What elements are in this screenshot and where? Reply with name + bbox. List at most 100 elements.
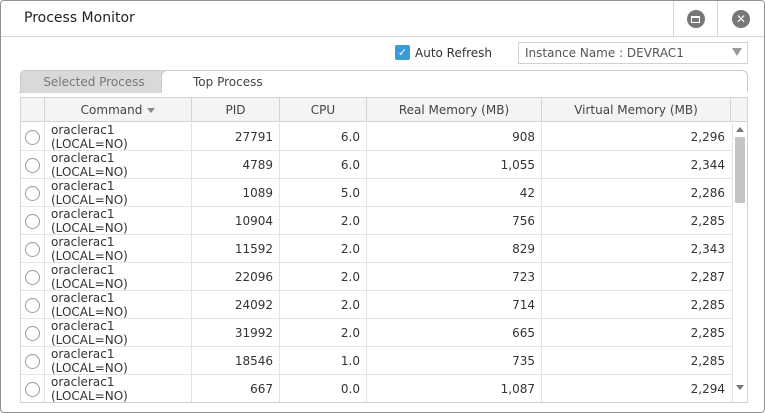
maximize-icon (686, 10, 705, 28)
auto-refresh-label: Auto Refresh (415, 45, 492, 60)
row-radio[interactable] (25, 353, 40, 369)
table-header: Command PID CPU Real Memory (MB) Virtual… (21, 98, 747, 122)
row-radio-cell (21, 291, 45, 319)
cell-virtual-memory: 2,285 (690, 326, 725, 340)
close-button[interactable]: ✕ (717, 1, 764, 37)
row-radio[interactable] (25, 213, 40, 229)
column-header-label: Virtual Memory (MB) (574, 103, 698, 117)
auto-refresh-toggle[interactable]: ✓ Auto Refresh (395, 45, 492, 60)
table-row[interactable]: oraclerac1 (LOCAL=NO) 10904 2.0 756 2,28… (21, 207, 732, 235)
cell-real-memory: 829 (367, 235, 542, 263)
tab-top-process[interactable]: Top Process (161, 70, 748, 93)
cell-command: oraclerac1 (LOCAL=NO) (45, 235, 192, 263)
cell-command: oraclerac1 (LOCAL=NO) (45, 123, 192, 151)
column-header-real-memory[interactable]: Real Memory (MB) (367, 98, 542, 122)
row-radio-cell (21, 207, 45, 235)
scroll-down-icon[interactable] (736, 385, 744, 390)
cell-pid: 10904 (192, 207, 280, 235)
cell-command: oraclerac1 (LOCAL=NO) (45, 347, 192, 375)
cell-cpu: 2.0 (280, 319, 367, 347)
column-header-label: Real Memory (MB) (398, 103, 510, 117)
table-row[interactable]: oraclerac1 (LOCAL=NO) 31992 2.0 665 2,28… (21, 319, 732, 347)
column-header-scroll-gutter (731, 98, 747, 122)
tab-selected-process[interactable]: Selected Process (20, 70, 168, 93)
cell-command: oraclerac1 (LOCAL=NO) (45, 151, 192, 179)
row-radio[interactable] (25, 325, 40, 341)
cell-real-memory: 1,087 (367, 375, 542, 402)
cell-cpu: 1.0 (280, 347, 367, 375)
row-radio[interactable] (25, 241, 40, 257)
cell-cpu: 6.0 (280, 123, 367, 151)
row-radio[interactable] (25, 157, 40, 173)
cell-pid: 27791 (192, 123, 280, 151)
cell-pid: 18546 (192, 347, 280, 375)
process-table: Command PID CPU Real Memory (MB) Virtual… (20, 97, 748, 403)
instance-name-value: Instance Name : DEVRAC1 (525, 46, 684, 60)
cell-virtual-memory: 2,294 (690, 382, 725, 396)
column-header-virtual-memory[interactable]: Virtual Memory (MB) (542, 98, 731, 122)
table-row[interactable]: oraclerac1 (LOCAL=NO) 667 0.0 1,087 2,29… (21, 375, 732, 402)
row-radio-cell (21, 319, 45, 347)
column-header-cpu[interactable]: CPU (280, 98, 367, 122)
cell-virtual-memory: 2,285 (690, 354, 725, 368)
cell-virtual-memory: 2,286 (690, 186, 725, 200)
cell-cpu: 0.0 (280, 375, 367, 402)
table-row[interactable]: oraclerac1 (LOCAL=NO) 24092 2.0 714 2,28… (21, 291, 732, 319)
cell-real-memory: 1,055 (367, 151, 542, 179)
scrollbar-thumb[interactable] (735, 137, 745, 203)
auto-refresh-checkbox[interactable]: ✓ (395, 45, 410, 60)
row-radio[interactable] (25, 269, 40, 285)
cell-real-memory: 723 (367, 263, 542, 291)
cell-virtual-memory: 2,285 (690, 298, 725, 312)
tab-label: Selected Process (43, 75, 145, 89)
cell-pid: 667 (192, 375, 280, 402)
scroll-up-icon[interactable] (736, 127, 744, 132)
tab-label: Top Process (193, 74, 263, 89)
cell-pid: 31992 (192, 319, 280, 347)
cell-real-memory: 735 (367, 347, 542, 375)
column-header-pid[interactable]: PID (192, 98, 280, 122)
row-radio[interactable] (25, 381, 40, 397)
row-radio-cell (21, 123, 45, 151)
row-radio-cell (21, 347, 45, 375)
table-row[interactable]: oraclerac1 (LOCAL=NO) 18546 1.0 735 2,28… (21, 347, 732, 375)
cell-pid: 1089 (192, 179, 280, 207)
cell-real-memory: 42 (367, 179, 542, 207)
maximize-button[interactable] (673, 1, 717, 37)
row-radio[interactable] (25, 129, 40, 145)
column-header-select (21, 98, 45, 122)
row-radio-cell (21, 263, 45, 291)
cell-real-memory: 756 (367, 207, 542, 235)
table-row[interactable]: oraclerac1 (LOCAL=NO) 4789 6.0 1,055 2,3… (21, 151, 732, 179)
window-title: Process Monitor (24, 10, 135, 26)
column-header-label: CPU (310, 103, 336, 117)
table-row[interactable]: oraclerac1 (LOCAL=NO) 1089 5.0 42 2,286 (21, 179, 732, 207)
column-header-label: PID (225, 103, 246, 117)
cell-real-memory: 714 (367, 291, 542, 319)
table-body: oraclerac1 (LOCAL=NO) 27791 6.0 908 2,29… (21, 123, 732, 402)
table-scrollbar[interactable] (732, 123, 747, 402)
instance-name-dropdown[interactable]: Instance Name : DEVRAC1 (518, 42, 748, 64)
cell-cpu: 2.0 (280, 291, 367, 319)
row-radio[interactable] (25, 185, 40, 201)
table-row[interactable]: oraclerac1 (LOCAL=NO) 11592 2.0 829 2,34… (21, 235, 732, 263)
row-radio-cell (21, 235, 45, 263)
cell-virtual-memory: 2,287 (690, 270, 725, 284)
cell-cpu: 2.0 (280, 263, 367, 291)
cell-command: oraclerac1 (LOCAL=NO) (45, 179, 192, 207)
cell-real-memory: 665 (367, 319, 542, 347)
row-radio-cell (21, 375, 45, 402)
cell-pid: 22096 (192, 263, 280, 291)
cell-cpu: 6.0 (280, 151, 367, 179)
row-radio[interactable] (25, 297, 40, 313)
table-row[interactable]: oraclerac1 (LOCAL=NO) 27791 6.0 908 2,29… (21, 123, 732, 151)
cell-command: oraclerac1 (LOCAL=NO) (45, 263, 192, 291)
row-radio-cell (21, 179, 45, 207)
cell-cpu: 2.0 (280, 235, 367, 263)
cell-command: oraclerac1 (LOCAL=NO) (45, 319, 192, 347)
cell-pid: 4789 (192, 151, 280, 179)
table-row[interactable]: oraclerac1 (LOCAL=NO) 22096 2.0 723 2,28… (21, 263, 732, 291)
cell-pid: 11592 (192, 235, 280, 263)
column-header-command[interactable]: Command (45, 98, 192, 122)
